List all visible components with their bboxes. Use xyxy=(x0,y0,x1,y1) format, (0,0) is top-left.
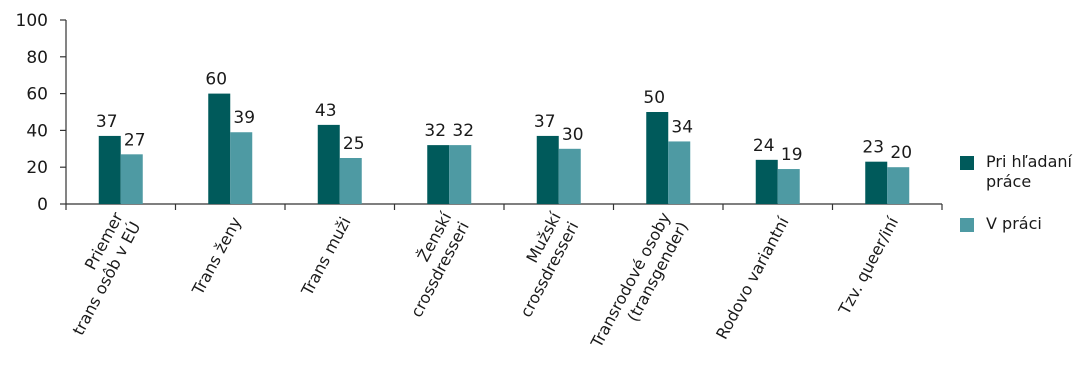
y-tick-label: 20 xyxy=(26,158,48,178)
y-tick-label: 60 xyxy=(26,85,48,105)
x-category-label-line: Rodovo variantní xyxy=(712,213,793,342)
data-label: 30 xyxy=(562,125,584,145)
data-label: 24 xyxy=(753,136,775,156)
bar-series-2 xyxy=(449,145,472,204)
legend-item: V práci xyxy=(958,214,1089,234)
bar-series-1 xyxy=(646,112,669,204)
x-category-label: Trans muži xyxy=(297,214,355,300)
bar-series-1 xyxy=(317,124,340,204)
x-category-label: Trans ženy xyxy=(188,214,245,299)
x-category-label: Transrodové osoby(transgender) xyxy=(586,209,691,361)
legend-swatch xyxy=(960,156,974,170)
data-label: 34 xyxy=(671,117,693,137)
legend-label: Pri hľadaní xyxy=(986,152,1072,171)
data-label: 50 xyxy=(643,88,665,108)
y-tick-label: 0 xyxy=(37,195,48,215)
legend-item: Pri hľadaní práce xyxy=(958,152,1089,192)
bar-series-2 xyxy=(558,148,581,204)
chart-axes: 0 20 40 60 80 100 xyxy=(16,11,943,215)
data-label: 27 xyxy=(124,130,146,150)
bar-series-2 xyxy=(230,132,253,204)
bar-series-2 xyxy=(777,169,800,204)
x-category-label-line: Tzv. queer/iní xyxy=(834,213,902,318)
bar-series-1 xyxy=(536,135,559,204)
chart-legend: Pri hľadaní práce V práci xyxy=(958,152,1089,256)
legend-label: práce xyxy=(986,172,1032,191)
x-category-label: Tzv. queer/iní xyxy=(834,213,902,318)
data-label: 37 xyxy=(534,112,556,132)
chart-bars xyxy=(98,93,910,204)
legend-swatch xyxy=(960,218,974,232)
bar-series-2 xyxy=(120,154,143,204)
x-category-label-line: Trans muži xyxy=(297,214,355,300)
bar-series-1 xyxy=(208,93,231,204)
data-label: 20 xyxy=(890,143,912,163)
bar-series-1 xyxy=(427,145,450,204)
x-category-label-line: Trans ženy xyxy=(188,214,245,299)
y-tick-label: 40 xyxy=(26,121,48,141)
data-label: 39 xyxy=(233,108,255,128)
chart-category-labels: Priemertrans osôb v EÚ Trans ženy Trans mu… xyxy=(51,209,903,361)
x-category-label: Priemertrans osôb v EÚ xyxy=(51,209,145,339)
data-label: 43 xyxy=(315,101,337,121)
data-label: 32 xyxy=(424,121,446,141)
x-category-label: Ženskícrossdresseri xyxy=(389,209,473,321)
bar-series-2 xyxy=(668,141,691,204)
data-label: 60 xyxy=(205,70,227,90)
y-tick-label: 80 xyxy=(26,48,48,68)
data-label: 19 xyxy=(781,145,803,165)
chart-data-labels: 37 27 60 39 43 25 32 32 37 30 50 34 24 19 23 20 xyxy=(96,70,912,165)
data-label: 23 xyxy=(862,138,884,158)
data-label: 32 xyxy=(452,121,474,141)
y-tick-label: 100 xyxy=(16,11,48,31)
data-label: 25 xyxy=(343,134,365,154)
bar-series-1 xyxy=(98,135,121,204)
bar-series-2 xyxy=(887,167,910,204)
bar-series-1 xyxy=(865,161,888,204)
legend-label: V práci xyxy=(986,214,1042,233)
bar-series-1 xyxy=(755,159,778,204)
data-label: 37 xyxy=(96,112,118,132)
x-category-label: Mužskícrossdresseri xyxy=(499,209,583,321)
bar-series-2 xyxy=(339,158,362,204)
x-category-label: Rodovo variantní xyxy=(712,213,793,342)
